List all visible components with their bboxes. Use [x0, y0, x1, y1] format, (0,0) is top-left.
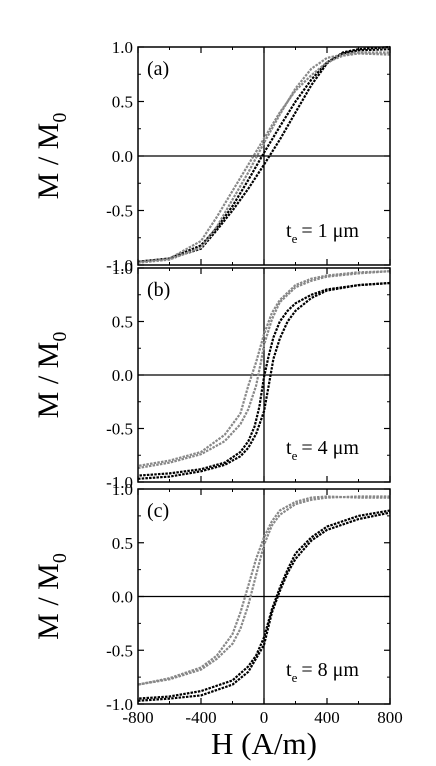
x-tick-label: 0: [260, 708, 269, 727]
data-series-3: [137, 270, 391, 470]
data-series-4: [137, 52, 391, 263]
y-tick-label: -0.5: [106, 202, 133, 221]
y-tick-label: 1.0: [112, 38, 133, 57]
y-axis-label: M / M0: [32, 332, 71, 419]
data-series-3: [137, 495, 390, 686]
data-series-1: [137, 511, 391, 702]
thickness-annotation: te = 1 μm: [286, 220, 359, 246]
y-tick-label: -0.5: [106, 420, 133, 439]
panel-label: (a): [147, 58, 169, 80]
y-axis-label-main: M / M: [32, 342, 65, 419]
data-series-4: [137, 495, 390, 686]
y-tick-label: 0.5: [112, 93, 133, 112]
y-tick-label: 0.5: [112, 534, 133, 553]
y-tick-label: -1.0: [106, 256, 133, 275]
y-tick-label: 0.0: [112, 588, 133, 607]
y-tick-label: -1.0: [106, 473, 133, 492]
panel-label: (b): [147, 279, 170, 301]
annotation-value: = 4 μm: [301, 437, 359, 459]
y-tick-label: 0.5: [112, 313, 133, 332]
y-axis-label-main: M / M: [32, 563, 65, 640]
panel-b: -1.0 -0.5 0.0 0.5 1.0 M / M0 (b) te = 4 μm: [32, 259, 391, 492]
annotation-subscript: e: [292, 448, 298, 463]
x-tick-label: -400: [185, 708, 216, 727]
panel-label: (c): [147, 500, 169, 522]
x-tick-label: -800: [122, 708, 153, 727]
annotation-value: = 1 μm: [301, 220, 359, 242]
y-axis-label-main: M / M: [32, 123, 65, 200]
panel-a: -1.0 -0.5 0.0 0.5 1.0 M / M0 (a) te = 1 μm: [32, 38, 391, 275]
thickness-annotation: te = 4 μm: [286, 437, 359, 463]
y-tick-label: 1.0: [112, 259, 133, 278]
data-series-3: [137, 51, 390, 264]
data-series-1: [137, 281, 391, 480]
annotation-value: = 8 μm: [301, 659, 359, 681]
x-tick-label: 800: [377, 708, 403, 727]
y-tick-label: -1.0: [106, 695, 133, 714]
y-tick-label: 0.0: [112, 366, 133, 385]
y-axis-label-subscript: 0: [49, 553, 71, 563]
data-series-2: [137, 281, 391, 477]
y-axis-label-subscript: 0: [49, 332, 71, 342]
y-axis-label: M / M0: [32, 553, 71, 640]
data-series-2: [137, 509, 391, 700]
data-series-4: [137, 270, 391, 467]
annotation-subscript: e: [292, 670, 298, 685]
y-axis-label: M / M0: [32, 113, 71, 200]
y-tick-label: 1.0: [112, 480, 133, 499]
annotation-subscript: e: [292, 231, 298, 246]
y-axis-label-subscript: 0: [49, 113, 71, 123]
annotation-variable: t: [286, 220, 292, 242]
annotation-variable: t: [286, 659, 292, 681]
x-axis-label: H (A/m): [211, 726, 317, 761]
thickness-annotation: te = 8 μm: [286, 659, 359, 685]
y-tick-label: -0.5: [106, 641, 133, 660]
y-tick-label: 0.0: [112, 147, 133, 166]
x-tick-label: 400: [314, 708, 340, 727]
annotation-variable: t: [286, 437, 292, 459]
